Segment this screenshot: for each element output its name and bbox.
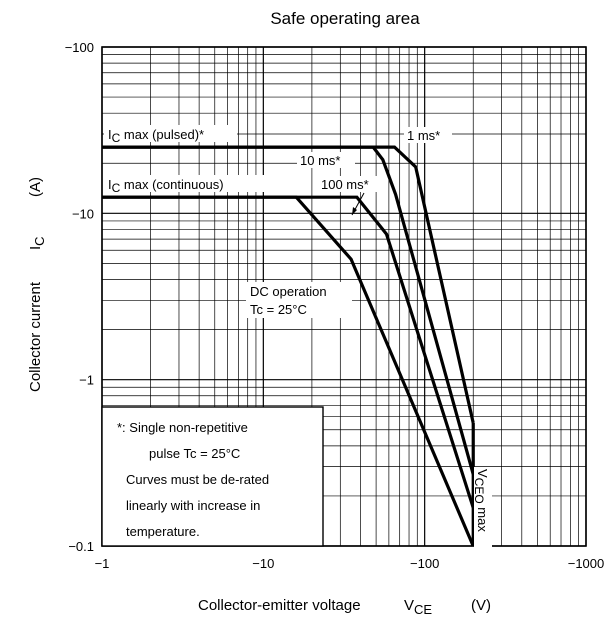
vceo-symbol: V [475, 469, 490, 478]
vceo-text: max [475, 504, 490, 533]
x-axis-symbol-sub: CE [414, 602, 432, 617]
note-line: *: Single non-repetitive [117, 420, 248, 435]
x-tick-label: −10 [252, 556, 274, 571]
label-10ms-bg [297, 152, 355, 168]
ic-pulsed-symbol: I [108, 127, 112, 142]
label-1ms: 1 ms* [407, 128, 440, 143]
label-100ms-arrowhead [352, 207, 357, 215]
curve-annotations: IC max (pulsed)*IC max (continuous)1 ms*… [104, 125, 492, 563]
x-tick-label: −1 [95, 556, 110, 571]
note-box: *: Single non-repetitive pulse Tc = 25°C C… [101, 406, 324, 547]
ic-cont-label: IC max (continuous) [108, 177, 224, 195]
label-10ms: 10 ms* [300, 153, 340, 168]
y-axis-label: Collector current [27, 281, 44, 392]
y-tick-label: −0.1 [68, 539, 94, 554]
ic-pulsed-text: max (pulsed)* [120, 127, 204, 142]
y-axis-symbol: IC [27, 236, 47, 250]
soa-curves [102, 145, 475, 547]
y-tick-label: −100 [65, 40, 94, 55]
label-100ms: 100 ms* [321, 177, 369, 192]
ic-pulsed-label-bg [104, 125, 237, 142]
label-100ms-bg [318, 176, 386, 192]
x-axis-unit: (V) [471, 597, 491, 614]
plot-frame [101, 46, 587, 547]
chart-title: Safe operating area [270, 9, 420, 28]
vceo-label-bg [474, 467, 492, 563]
dc-tc-label: Tc = 25°C [250, 302, 307, 317]
dc-label-bg [246, 282, 352, 318]
ic-cont-label-bg [104, 175, 286, 192]
x-tick-label: −1000 [568, 556, 605, 571]
ic-pulsed-subscript: C [112, 131, 121, 145]
x-axis-symbol-main: V [404, 597, 414, 614]
soa-curve [102, 145, 475, 475]
axis-labels: Collector-emitter voltage VCE (V)Collector… [27, 177, 491, 617]
note-line: Curves must be de-rated [126, 472, 269, 487]
y-axis-label-group: Collector current IC (A) [27, 177, 47, 392]
ic-cont-subscript: C [112, 181, 121, 195]
x-axis-symbol: VCE [404, 597, 432, 617]
vceo-subscript: CEO [472, 478, 486, 504]
ic-pulsed-label: IC max (pulsed)* [108, 127, 204, 145]
note-line: linearly with increase in [126, 498, 260, 513]
y-tick-label: −1 [79, 373, 94, 388]
vceo-max-label: VCEO max [472, 469, 490, 532]
label-1ms-bg [404, 127, 452, 143]
note-line: pulse Tc = 25°C [149, 446, 240, 461]
x-tick-label: −100 [410, 556, 439, 571]
y-axis-symbol-sub: C [32, 236, 47, 245]
note-box-frame [101, 406, 324, 547]
axis-ticks: −1 −10 −100 −1000−0.1−1−10−100 [65, 40, 605, 571]
note-line: temperature. [126, 524, 200, 539]
y-axis-symbol-main: I [27, 246, 44, 250]
ic-cont-text: max (continuous) [120, 177, 223, 192]
dc-operation-label: DC operation [250, 284, 327, 299]
ic-cont-symbol: I [108, 177, 112, 192]
y-tick-label: −10 [72, 206, 94, 221]
soa-curve [102, 195, 475, 547]
x-axis-label: Collector-emitter voltage [198, 597, 361, 614]
y-axis-unit: (A) [27, 177, 44, 197]
